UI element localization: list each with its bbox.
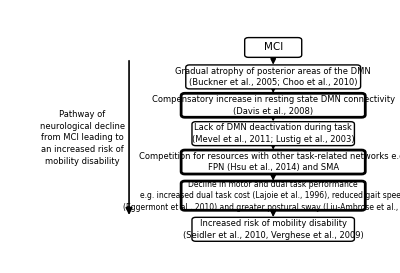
Text: Compensatory increase in resting state DMN connectivity
(Davis et al., 2008): Compensatory increase in resting state D… [152, 95, 395, 115]
Text: Decline in motor and dual task performance
e.g. increased dual task cost (Lajoie: Decline in motor and dual task performan… [123, 180, 400, 212]
FancyBboxPatch shape [186, 65, 361, 89]
Text: Gradual atrophy of posterior areas of the DMN
(Buckner et al., 2005; Choo et al.: Gradual atrophy of posterior areas of th… [175, 67, 371, 87]
FancyBboxPatch shape [181, 150, 365, 174]
FancyBboxPatch shape [181, 93, 365, 117]
Text: Increased risk of mobility disability
(Seidler et al., 2010, Verghese et al., 20: Increased risk of mobility disability (S… [183, 219, 364, 239]
FancyBboxPatch shape [192, 122, 354, 146]
FancyBboxPatch shape [192, 217, 354, 241]
FancyBboxPatch shape [181, 181, 365, 210]
Text: Competition for resources with other task-related networks e.g.
FPN (Hsu et al.,: Competition for resources with other tas… [139, 152, 400, 172]
Text: Lack of DMN deactivation during task
(Mevel et al., 2011; Lustig et al., 2003): Lack of DMN deactivation during task (Me… [192, 123, 354, 144]
Text: MCI: MCI [264, 43, 283, 52]
FancyBboxPatch shape [245, 38, 302, 57]
Text: Pathway of
neurological decline
from MCI leading to
an increased risk of
mobilit: Pathway of neurological decline from MCI… [40, 110, 125, 166]
